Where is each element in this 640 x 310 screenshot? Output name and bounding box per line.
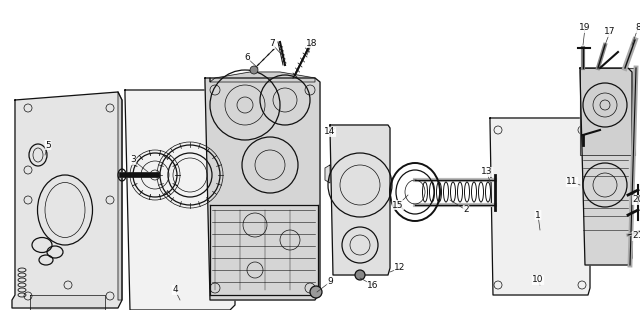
Text: 17: 17 — [604, 28, 616, 37]
Text: 3: 3 — [130, 156, 136, 165]
Text: 19: 19 — [579, 24, 591, 33]
Polygon shape — [12, 92, 122, 308]
Polygon shape — [580, 68, 632, 265]
Circle shape — [250, 66, 258, 74]
Polygon shape — [118, 92, 122, 300]
Text: 1: 1 — [535, 210, 541, 219]
Polygon shape — [580, 68, 635, 155]
Polygon shape — [325, 165, 330, 183]
Circle shape — [355, 270, 365, 280]
Text: 21: 21 — [632, 232, 640, 241]
Text: 14: 14 — [324, 127, 336, 136]
Circle shape — [310, 286, 322, 298]
Text: 7: 7 — [269, 39, 275, 48]
Text: 8: 8 — [635, 24, 640, 33]
Text: 13: 13 — [481, 167, 493, 176]
Text: 5: 5 — [45, 140, 51, 149]
Text: 10: 10 — [532, 276, 544, 285]
Polygon shape — [490, 118, 590, 295]
Text: 4: 4 — [172, 286, 178, 294]
Polygon shape — [210, 72, 315, 82]
Polygon shape — [205, 78, 320, 300]
Text: 6: 6 — [244, 54, 250, 63]
Polygon shape — [125, 90, 235, 310]
Text: 2: 2 — [463, 206, 469, 215]
Text: 20: 20 — [632, 196, 640, 205]
Text: 16: 16 — [367, 281, 379, 290]
Text: 11: 11 — [566, 178, 578, 187]
Text: 18: 18 — [307, 38, 317, 47]
Text: 15: 15 — [392, 201, 404, 210]
Text: 9: 9 — [327, 277, 333, 286]
Text: 12: 12 — [394, 264, 406, 272]
Polygon shape — [30, 295, 105, 310]
Polygon shape — [330, 125, 390, 275]
